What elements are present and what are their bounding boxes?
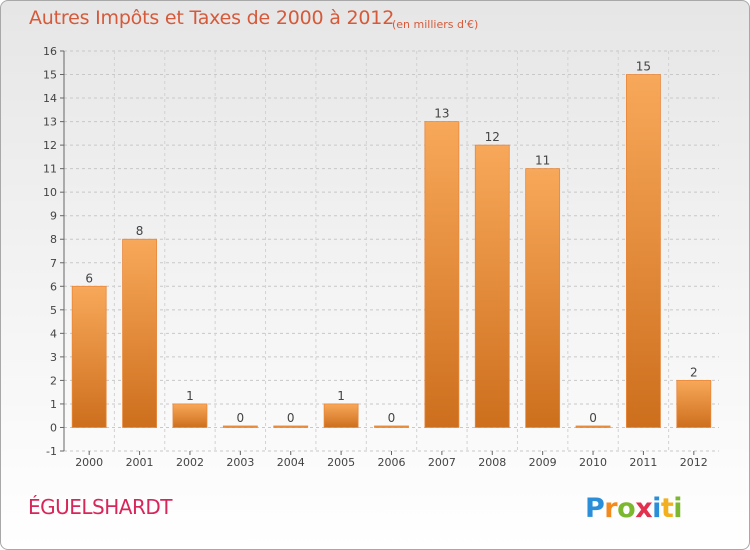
proxiti-logo: Proxiti — [585, 493, 683, 524]
grid-lines — [64, 50, 719, 452]
data-label-2008: 12 — [485, 130, 500, 144]
bar-2009 — [525, 168, 561, 428]
chart-title: Autres Impôts et Taxes de 2000 à 2012 — [29, 7, 395, 29]
y-tick-label: 0 — [50, 421, 57, 434]
x-tick-label: 2011 — [629, 456, 657, 469]
y-tick-label: 15 — [43, 69, 57, 82]
x-tick-label: 2004 — [277, 456, 305, 469]
data-label-2004: 0 — [287, 411, 295, 425]
y-tick-label: 3 — [50, 351, 57, 364]
y-tick-label: 2 — [50, 374, 57, 387]
y-tick-label: 4 — [50, 327, 57, 340]
bar-2002 — [172, 403, 208, 428]
y-tick-label: 6 — [50, 280, 57, 293]
data-label-2003: 0 — [237, 411, 245, 425]
x-tick-label: 2001 — [126, 456, 154, 469]
data-label-2000: 6 — [85, 271, 93, 285]
data-label-2002: 1 — [186, 389, 194, 403]
bars — [71, 74, 712, 428]
x-axis: 2000 2001 2002 2003 2004 2005 2006 2007 2008 2009… — [75, 451, 708, 469]
y-tick-label: -1 — [46, 445, 57, 458]
bar-2011 — [626, 74, 661, 428]
data-label-2009: 11 — [535, 154, 550, 168]
bar-2007 — [424, 121, 460, 428]
y-tick-label: 13 — [43, 116, 57, 129]
x-tick-label: 2009 — [529, 456, 557, 469]
y-tick-label: 10 — [43, 186, 57, 199]
x-tick-label: 2010 — [579, 456, 607, 469]
x-tick-label: 2005 — [327, 456, 355, 469]
data-label-2001: 8 — [136, 224, 144, 238]
data-label-2012: 2 — [690, 365, 698, 379]
x-tick-label: 2006 — [378, 456, 406, 469]
y-tick-label: 12 — [43, 139, 57, 152]
data-label-2011: 15 — [636, 60, 651, 74]
bar-2001 — [122, 238, 157, 428]
x-tick-label: 2007 — [428, 456, 456, 469]
y-tick-label: 16 — [43, 45, 57, 58]
y-tick-label: 8 — [50, 233, 57, 246]
y-tick-label: 7 — [50, 257, 57, 270]
data-label-2010: 0 — [589, 411, 597, 425]
x-tick-label: 2008 — [478, 456, 506, 469]
y-tick-label: 9 — [50, 210, 57, 223]
bar-2003 — [222, 425, 258, 428]
chart-subtitle: (en milliers d'€) — [392, 18, 479, 31]
svg-text:Proxiti: Proxiti — [585, 493, 682, 524]
data-label-2006: 0 — [388, 411, 396, 425]
x-tick-label: 2012 — [680, 456, 708, 469]
y-tick-label: 5 — [50, 304, 57, 317]
y-tick-label: 1 — [50, 398, 57, 411]
x-tick-label: 2003 — [226, 456, 254, 469]
bar-2012 — [676, 380, 712, 428]
x-tick-label: 2000 — [75, 456, 103, 469]
y-tick-label: 14 — [43, 92, 57, 105]
bar-2000 — [71, 285, 107, 428]
bar-2008 — [474, 144, 510, 428]
data-label-2007: 13 — [434, 107, 449, 121]
commune-name: ÉGUELSHARDT — [28, 495, 172, 519]
x-tick-label: 2002 — [176, 456, 204, 469]
bar-2010 — [575, 425, 611, 428]
data-label-2005: 1 — [337, 389, 345, 403]
bar-2006 — [374, 425, 409, 428]
y-tick-label: 11 — [43, 163, 57, 176]
bar-2005 — [323, 403, 359, 428]
bar-2004 — [273, 425, 309, 428]
